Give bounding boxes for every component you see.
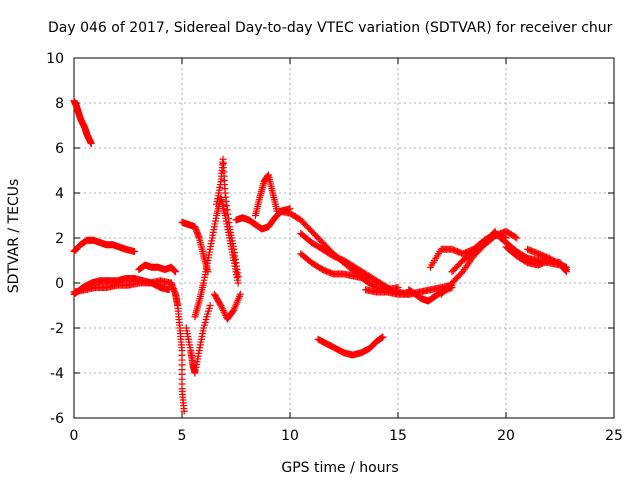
y-tick-label: 6 [55,141,64,157]
data-point [218,303,226,311]
data-point [234,272,242,280]
y-tick-label: -6 [50,411,64,427]
data-point [206,302,214,309]
data-point [236,290,244,298]
data-point [513,234,521,242]
y-tick-label: -4 [50,366,64,382]
y-tick-label: 4 [55,186,64,202]
data-point [87,140,95,147]
y-axis-label: SDTVAR / TECUs [6,179,22,294]
data-point [217,302,225,309]
data-point [234,279,242,287]
tick-labels: 0 5 10 15 20 25 -6 -4 -2 0 2 4 6 8 10 [46,51,623,444]
x-tick-label: 10 [281,428,299,444]
data-point [219,305,226,313]
chart-title: Day 046 of 2017, Sidereal Day-to-day VTE… [48,20,613,36]
data-points [70,97,570,415]
data-point [219,307,227,315]
x-tick-label: 15 [389,428,407,444]
x-tick-label: 5 [178,428,187,444]
y-tick-label: 10 [46,51,64,67]
data-point [511,233,519,241]
x-tick-label: 25 [605,428,623,444]
x-tick-label: 0 [70,428,79,444]
data-point [180,407,188,415]
x-tick-label: 20 [497,428,515,444]
x-axis-label: GPS time / hours [281,460,398,476]
data-point [216,300,224,308]
y-tick-label: -2 [50,321,64,337]
y-tick-label: 2 [55,231,64,247]
data-point [362,275,370,282]
data-point [229,307,237,315]
data-point [562,263,570,271]
grid-lines [74,58,614,418]
y-tick-label: 8 [55,96,64,112]
y-tick-label: 0 [55,276,64,292]
data-point [172,268,180,276]
data-point [130,248,138,255]
data-point [379,333,387,341]
data-point [220,308,228,316]
